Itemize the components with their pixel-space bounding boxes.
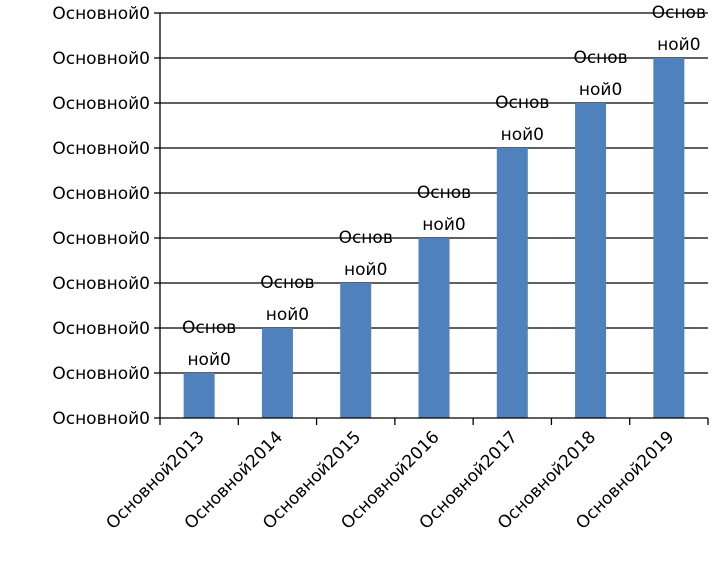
gridlines: [160, 12, 708, 374]
y-tick-label: Основной0: [52, 274, 150, 294]
data-label-line2: ной0: [657, 35, 700, 55]
x-tick-labels: Основной2013Основной2014Основной2015Осно…: [103, 427, 679, 533]
data-label-line2: ной0: [422, 215, 465, 235]
data-label-line1: Основ: [652, 3, 706, 23]
data-label-line2: ной0: [344, 260, 387, 280]
bar: [496, 148, 528, 418]
y-tick-label: Основной0: [52, 364, 150, 384]
y-tick-label: Основной0: [52, 229, 150, 249]
bar: [261, 328, 293, 418]
bar: [340, 283, 372, 418]
y-tick-label: Основной0: [52, 4, 150, 24]
bar: [183, 373, 215, 418]
y-tick-label: Основной0: [52, 49, 150, 69]
data-label-line1: Основ: [417, 183, 471, 203]
data-label-line2: ной0: [266, 305, 309, 325]
data-label-line1: Основ: [495, 93, 549, 113]
y-tick-label: Основной0: [52, 184, 150, 204]
bar: [418, 238, 450, 418]
data-label-line2: ной0: [501, 125, 544, 145]
data-label-line1: Основ: [182, 318, 236, 338]
data-label-line2: ной0: [579, 80, 622, 100]
data-label-line1: Основ: [260, 273, 314, 293]
y-tick-labels: Основной0 Основной0 Основной0 Основной0 Осно…: [52, 4, 150, 429]
data-label-line1: Основ: [573, 48, 627, 68]
bar: [575, 103, 607, 418]
y-tick-label: Основной0: [52, 319, 150, 339]
data-label-line1: Основ: [339, 228, 393, 248]
y-tick-label: Основной0: [52, 409, 150, 429]
axes: [154, 12, 709, 425]
data-labels: Основ ной0 Основ ной0 Основ ной0 Основ ной0 Осно…: [182, 3, 706, 370]
y-tick-label: Основной0: [52, 94, 150, 114]
bar: [653, 58, 685, 418]
y-tick-label: Основной0: [52, 139, 150, 159]
bars: [183, 58, 685, 418]
data-label-line2: ной0: [187, 350, 230, 370]
